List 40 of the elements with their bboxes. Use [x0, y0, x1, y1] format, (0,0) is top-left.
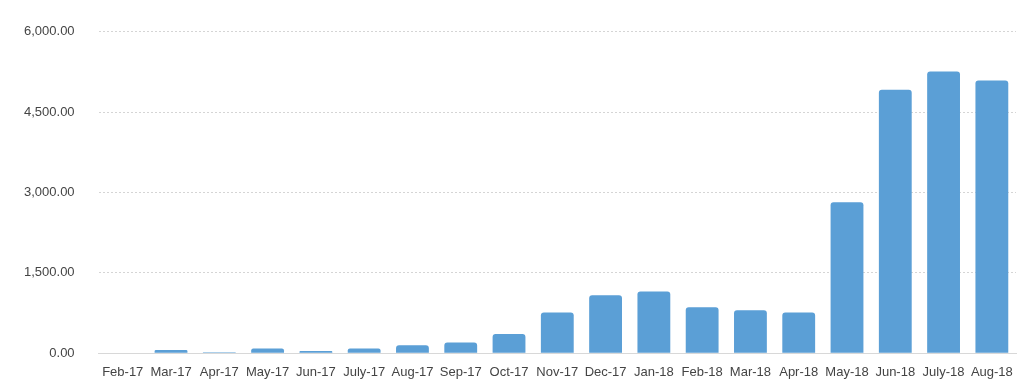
bar	[540, 312, 574, 353]
bar	[396, 345, 429, 353]
x-tick-label: Apr-18	[779, 363, 819, 379]
bar	[975, 80, 1009, 353]
x-tick-label: July-17	[343, 363, 386, 379]
bar	[492, 333, 526, 353]
bar	[830, 202, 864, 353]
x-tick-label: Aug-17	[391, 363, 434, 379]
y-tick-label: 1,500.00	[23, 264, 75, 280]
bar	[878, 89, 912, 353]
bar	[637, 291, 671, 353]
bar	[347, 348, 381, 353]
x-tick-label: Mar-18	[729, 363, 772, 379]
x-tick-label: Aug-18	[970, 363, 1013, 379]
x-tick-label: Dec-17	[584, 363, 627, 379]
bar	[734, 310, 767, 353]
x-tick-label: May-17	[245, 363, 290, 379]
y-tick-label: 6,000.00	[23, 23, 75, 39]
bar	[251, 348, 285, 353]
bar	[589, 295, 622, 353]
x-tick-label: Apr-17	[199, 363, 239, 379]
bar	[444, 342, 478, 353]
x-tick-label: July-18	[922, 363, 965, 379]
bar	[782, 312, 816, 353]
y-tick-label: 3,000.00	[23, 184, 75, 200]
x-tick-label: Jan-18	[633, 363, 674, 379]
x-tick-label: Nov-17	[536, 363, 579, 379]
bar	[154, 349, 188, 353]
x-tick-label: Jun-18	[875, 363, 916, 379]
y-tick-label: 0.00	[49, 344, 75, 360]
x-tick-label: Feb-17	[102, 363, 144, 379]
y-tick-label: 4,500.00	[23, 103, 75, 119]
x-tick-label: Oct-17	[489, 363, 529, 379]
x-tick-label: Mar-17	[150, 363, 192, 379]
x-tick-label: Feb-18	[681, 363, 723, 379]
x-tick-label: Sep-17	[439, 363, 482, 379]
x-tick-label: Jun-17	[296, 363, 336, 379]
bar	[927, 71, 960, 353]
x-tick-label: May-18	[825, 363, 869, 379]
bar	[685, 307, 719, 353]
